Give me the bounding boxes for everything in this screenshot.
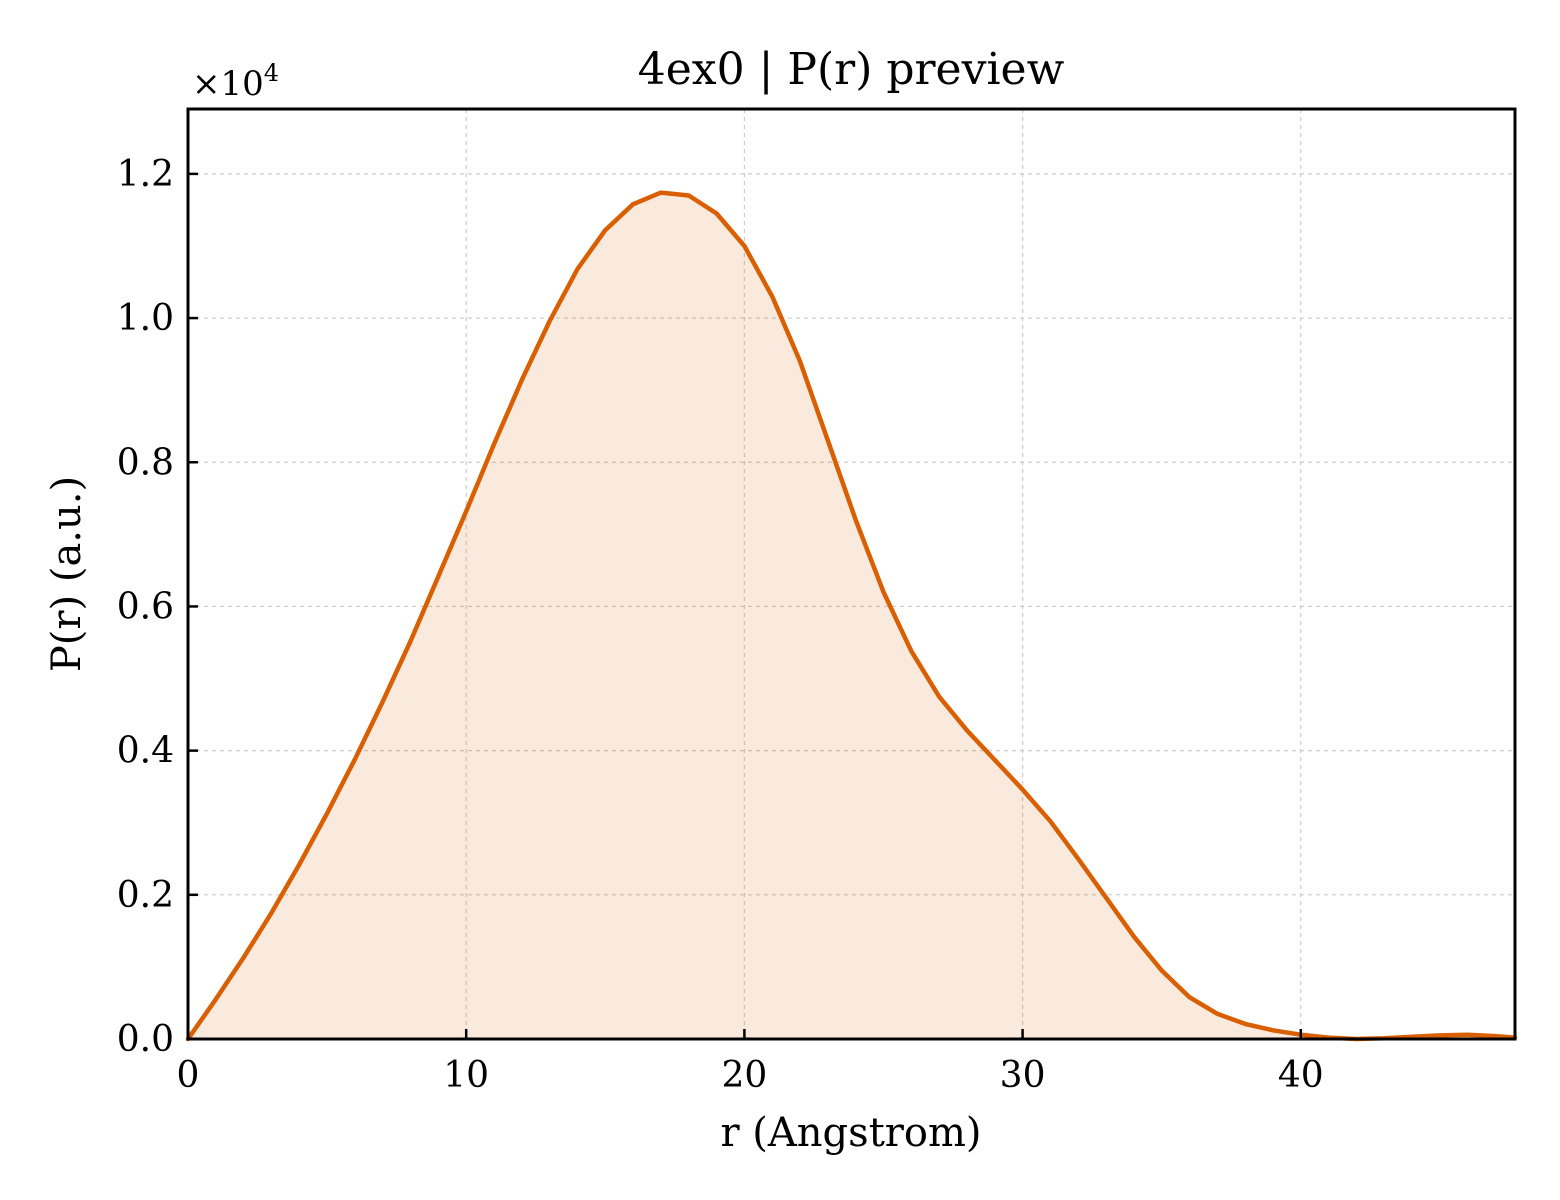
y-offset-exponent: 4 [264,59,279,87]
y-tick-label-0: 0.0 [117,1019,174,1060]
x-tick-label-0: 0 [177,1055,200,1096]
x-tick-label-1: 10 [443,1055,489,1096]
y-tick-label-5: 1.0 [117,298,174,339]
plot-frame [186,107,1517,1041]
x-axis-label: r (Angstrom) [720,1110,981,1156]
chart-title: 4ex0 | P(r) preview [638,44,1065,95]
series-area-fill [188,192,1515,1040]
y-tick-label-3: 0.6 [117,586,174,627]
tick-layer: 0 10 20 30 40 0.0 0.2 0.4 0.6 0.8 1.0 1.2 [117,154,1324,1096]
y-axis-label: P(r) (a.u.) [44,476,90,672]
grid-lines [188,109,1515,1039]
x-tick-label-3: 30 [1000,1055,1046,1096]
x-tick-label-4: 40 [1278,1055,1324,1096]
y-tick-label-2: 0.4 [117,731,174,772]
y-tick-label-1: 0.2 [117,875,174,916]
y-offset-label: ×104 [192,59,279,104]
y-tick-label-4: 0.8 [117,442,174,483]
y-tick-label-6: 1.2 [117,154,174,195]
y-offset-base: ×10 [192,64,264,104]
x-tick-label-2: 20 [721,1055,767,1096]
